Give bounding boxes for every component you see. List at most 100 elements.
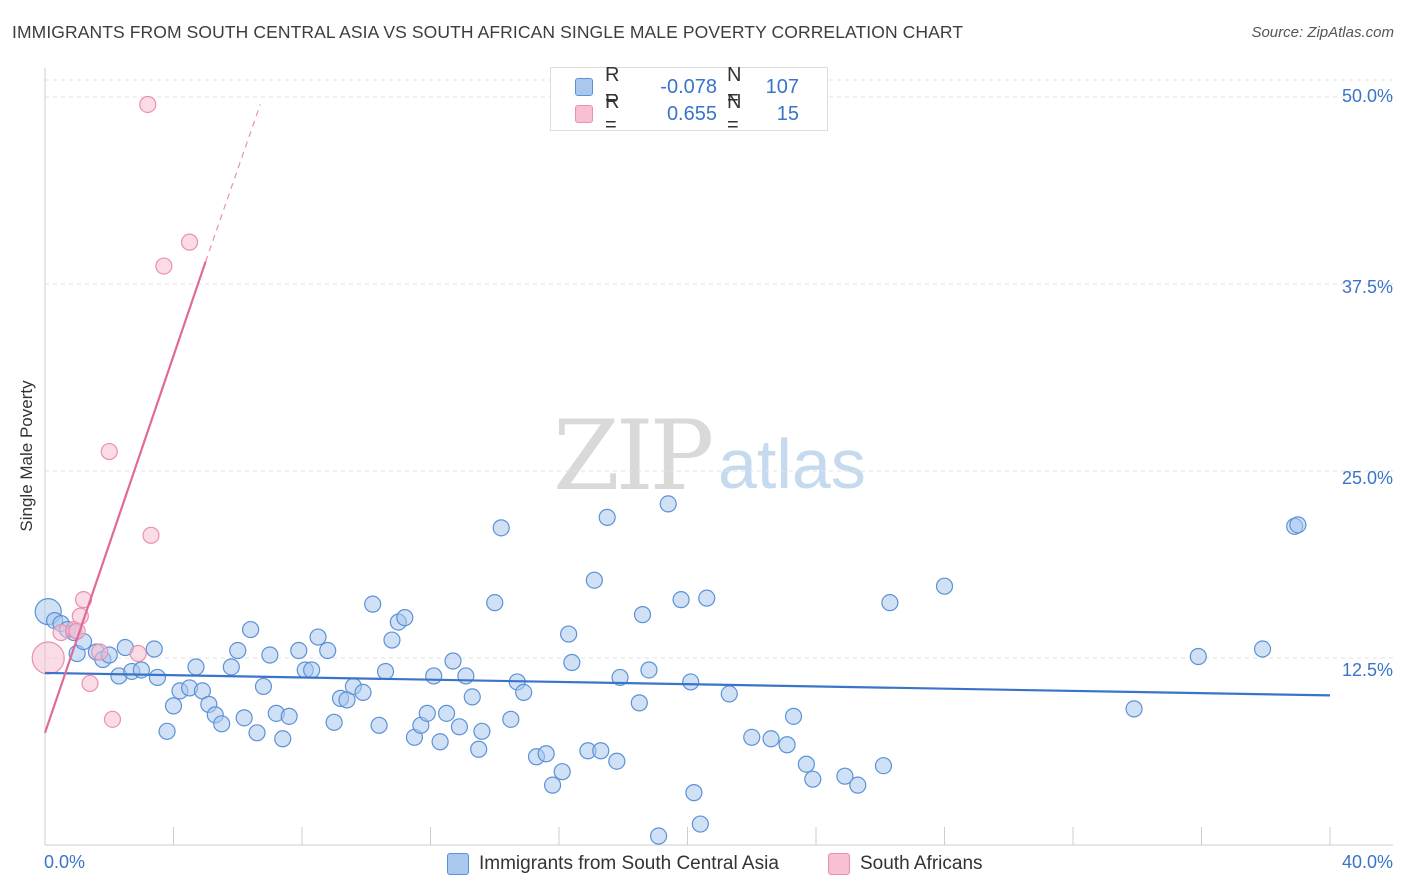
r-label: R = — [605, 91, 620, 136]
data-point-blue — [396, 609, 414, 627]
data-point-blue — [187, 658, 205, 676]
data-point-blue — [592, 742, 610, 760]
legend-item-south-africans[interactable]: South Africans — [828, 852, 983, 876]
data-point-blue — [213, 715, 231, 733]
data-point-blue — [502, 710, 520, 728]
data-point-blue — [797, 755, 815, 773]
data-point-pink — [129, 644, 147, 663]
data-point-blue — [437, 704, 456, 722]
blue-swatch — [575, 78, 593, 96]
data-point-pink — [31, 641, 65, 675]
data-point-blue — [836, 767, 854, 785]
pink-swatch — [828, 853, 850, 875]
data-point-blue — [229, 641, 247, 660]
legend-row-pink: R = 0.655 N = 15 — [575, 91, 799, 136]
legend-item-immigrants[interactable]: Immigrants from South Central Asia — [447, 852, 779, 876]
data-point-blue — [450, 718, 469, 736]
data-point-blue — [145, 640, 163, 658]
data-point-blue — [633, 606, 652, 624]
data-point-blue — [470, 740, 488, 758]
data-point-blue — [682, 673, 700, 691]
data-point-pink — [91, 643, 109, 661]
data-point-blue — [425, 667, 443, 685]
data-point-blue — [685, 784, 703, 802]
n-label: N = — [727, 64, 742, 109]
data-point-blue — [691, 815, 709, 833]
data-point-blue — [598, 508, 616, 526]
data-point-pink — [103, 710, 122, 728]
trend-line-extension-pink — [205, 104, 261, 262]
data-point-blue — [303, 661, 321, 679]
data-point-blue — [222, 658, 240, 676]
data-point-pink — [180, 233, 199, 251]
watermark-zip: ZIP — [553, 400, 714, 512]
pink-swatch — [575, 105, 593, 123]
data-point-blue — [563, 653, 581, 672]
data-point-blue — [1125, 700, 1143, 718]
data-point-blue — [649, 827, 668, 845]
data-point-blue — [319, 641, 337, 660]
y-tick-25: 25.0% — [1341, 468, 1393, 488]
data-point-blue — [553, 763, 571, 781]
legend-label: Immigrants from South Central Asia — [479, 853, 779, 874]
watermark-atlas: atlas — [718, 425, 866, 503]
data-point-pink — [142, 526, 160, 544]
chart-title: IMMIGRANTS FROM SOUTH CENTRAL ASIA VS SO… — [12, 22, 964, 42]
data-point-blue — [148, 668, 167, 687]
data-point-blue — [261, 646, 279, 664]
legend-row-blue: R = -0.078 N = 107 — [575, 64, 799, 109]
data-point-blue — [309, 628, 327, 646]
trend-line-pink — [43, 261, 207, 734]
data-point-blue — [370, 716, 388, 734]
data-point-blue — [1253, 640, 1272, 658]
legend-label: South Africans — [860, 853, 983, 874]
data-point-blue — [659, 495, 677, 513]
data-point-blue — [457, 667, 475, 685]
data-point-blue — [762, 730, 780, 748]
n-value: 15 — [776, 102, 799, 125]
y-tick-37-5: 37.5% — [1341, 277, 1393, 297]
data-point-blue — [354, 683, 372, 702]
trend-line-blue — [44, 671, 1331, 697]
data-point-blue — [248, 724, 266, 742]
r-value: 0.655 — [666, 102, 717, 125]
data-point-blue — [383, 631, 401, 649]
data-point-blue — [543, 776, 562, 794]
y-tick-50: 50.0% — [1341, 86, 1393, 106]
blue-swatch — [447, 853, 469, 875]
data-point-blue — [640, 661, 658, 679]
data-point-blue — [778, 736, 796, 754]
data-point-pink — [81, 674, 99, 693]
data-point-blue — [935, 577, 954, 595]
data-point-blue — [672, 591, 690, 609]
data-point-blue — [585, 571, 603, 589]
data-point-pink — [155, 257, 173, 275]
data-point-blue — [492, 519, 510, 537]
data-point-blue — [325, 713, 343, 731]
data-point-blue — [290, 641, 308, 660]
x-tick-max: 40.0% — [1341, 852, 1393, 872]
data-point-blue — [444, 652, 462, 670]
data-point-pink — [100, 442, 118, 461]
data-point-blue — [274, 730, 292, 748]
data-point-blue — [698, 589, 716, 607]
source-label: Source: ZipAtlas.com — [1251, 24, 1394, 41]
data-point-blue — [486, 594, 504, 612]
data-point-blue — [608, 752, 626, 770]
data-point-blue — [849, 776, 867, 794]
data-point-blue — [242, 620, 260, 639]
x-tick-min: 0.0% — [44, 852, 86, 872]
y-tick-12-5: 12.5% — [1341, 660, 1393, 680]
data-point-pink — [74, 591, 93, 609]
data-point-blue — [364, 595, 382, 613]
data-point-blue — [463, 688, 481, 706]
data-point-blue — [720, 685, 738, 703]
data-point-blue — [515, 683, 533, 702]
data-point-blue — [1289, 516, 1307, 534]
data-point-blue — [431, 733, 449, 751]
data-point-blue — [164, 697, 183, 715]
data-point-blue — [235, 709, 253, 727]
n-value: 107 — [765, 75, 799, 98]
data-point-blue — [874, 757, 893, 775]
